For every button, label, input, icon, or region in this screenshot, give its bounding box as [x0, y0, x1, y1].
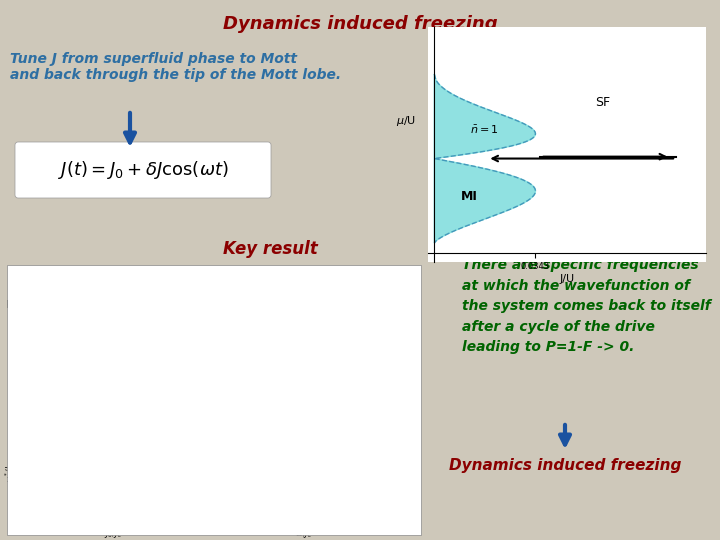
- Text: Dynamics induced freezing: Dynamics induced freezing: [222, 15, 498, 33]
- Y-axis label: $|\Delta|/|\Delta_0|$: $|\Delta|/|\Delta_0|$: [174, 426, 186, 457]
- X-axis label: $J_0/J_c$: $J_0/J_c$: [104, 527, 122, 540]
- Text: $J(t) = J_0 + \delta J\cos(\omega t)$: $J(t) = J_0 + \delta J\cos(\omega t)$: [58, 159, 228, 181]
- X-axis label: J/U: J/U: [559, 274, 575, 284]
- Text: There are specific frequencies
at which the wavefunction of
the system comes bac: There are specific frequencies at which …: [462, 258, 711, 354]
- X-axis label: $\omega/J_c$: $\omega/J_c$: [104, 443, 122, 456]
- Text: Key result: Key result: [222, 240, 318, 258]
- Text: $\bar{n}=1$: $\bar{n}=1$: [470, 124, 499, 137]
- Y-axis label: P: P: [6, 300, 12, 310]
- Y-axis label: $\mu$/U: $\mu$/U: [396, 114, 416, 128]
- Y-axis label: $Q/J_u$: $Q/J_u$: [168, 302, 181, 319]
- Y-axis label: $\mathrm{Log_{10}}\,P$: $\mathrm{Log_{10}}\,P$: [9, 377, 22, 406]
- X-axis label: $\omega/J_c$: $\omega/J_c$: [295, 368, 313, 381]
- FancyBboxPatch shape: [15, 142, 271, 198]
- Text: Dynamics induced freezing: Dynamics induced freezing: [449, 458, 681, 473]
- Y-axis label: $\omega^*_0/J_c$: $\omega^*_0/J_c$: [3, 462, 18, 483]
- X-axis label: $\omega/J_c$: $\omega/J_c$: [295, 527, 313, 540]
- Text: Tune J from superfluid phase to Mott
and back through the tip of the Mott lobe.: Tune J from superfluid phase to Mott and…: [10, 52, 341, 82]
- Text: MI: MI: [462, 190, 478, 202]
- Polygon shape: [434, 74, 536, 243]
- Text: SF: SF: [595, 96, 610, 109]
